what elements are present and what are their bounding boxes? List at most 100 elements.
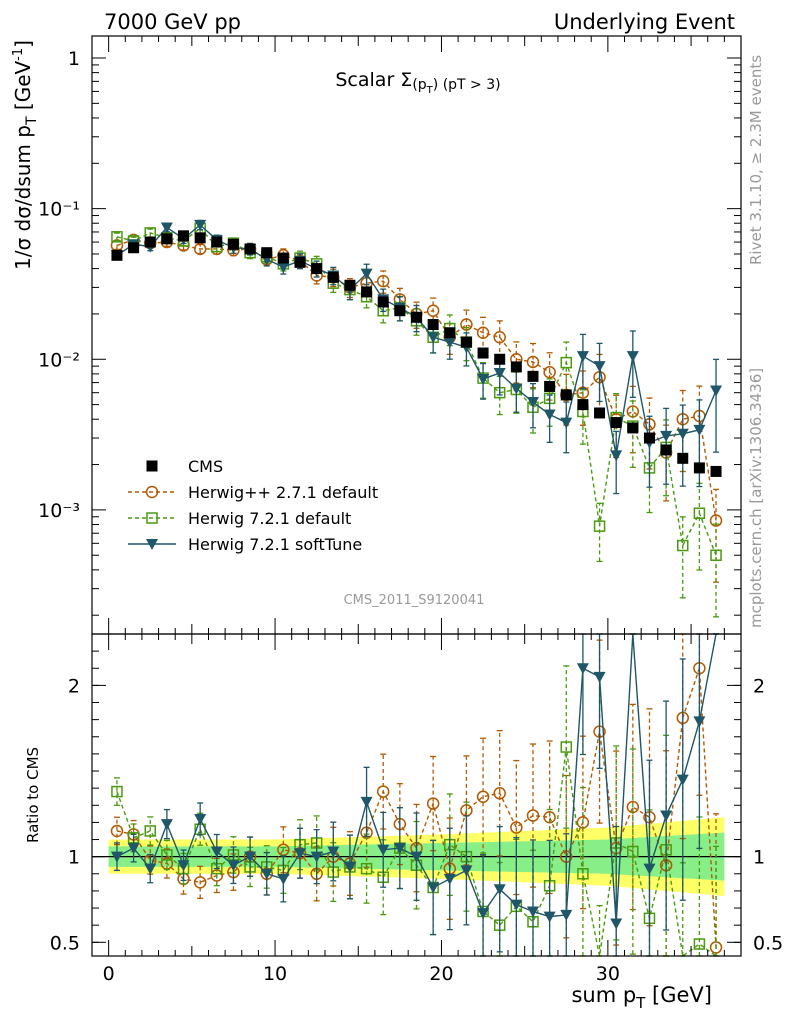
data-point [194,813,207,825]
data-point [627,845,639,858]
legend-marker [145,485,159,499]
series-line [116,223,717,456]
data-point [360,796,373,808]
ratio-tick-label: 1 [68,847,80,869]
x-tick-label: 10 [263,963,287,985]
data-point [443,873,456,885]
data-point [376,785,390,798]
ratio-series-layer [110,633,723,958]
ratio-tick-label-right: 0.5 [753,932,783,954]
data-point [577,399,589,411]
ratio-tick-label-right: 1 [753,847,765,869]
data-point [693,462,705,474]
data-point [593,361,606,373]
data-point [110,851,123,863]
data-point [477,908,490,920]
data-point [710,465,722,477]
data-point [610,918,623,930]
data-point [210,846,223,858]
data-point [593,671,606,683]
legend-label: CMS [188,457,223,476]
data-point [393,843,406,855]
data-point [161,233,173,245]
data-point [444,327,456,339]
y-tick-label: 10⁻³ [38,500,80,522]
data-point [576,663,589,675]
plot-title: Scalar Σ(pT) (pT > 3) [335,69,500,96]
data-point [193,242,207,256]
data-point [510,383,523,395]
data-point [227,238,239,250]
legend-marker [146,512,158,524]
legend-marker [146,460,158,472]
legend-label: Herwig++ 2.7.1 default [188,483,378,502]
data-point [443,337,456,349]
data-point [310,851,323,863]
main-series-layer [110,219,723,618]
x-axis-label: sum pT [GeV] [571,983,712,1012]
data-point [510,361,522,373]
series-0 [111,230,722,477]
y-tick-label: 10⁻² [38,349,80,371]
data-point [544,380,556,392]
data-point [477,373,490,385]
data-point [526,355,540,369]
data-point [677,539,689,552]
data-point [643,863,656,875]
data-point [709,514,723,527]
data-point [693,716,706,728]
ratio-y-axis: 0.5 0.5 1 1 2 2 [50,650,783,954]
data-point [493,884,506,896]
data-point [526,906,539,918]
data-point [244,851,257,863]
data-point [660,430,673,442]
ratio-tick-label: 0.5 [50,932,80,954]
data-point [593,520,606,532]
data-point [160,222,173,234]
data-point [493,331,506,344]
rivet-label: Rivet 3.1.10, ≥ 2.3M events [747,55,765,265]
legend-label: Herwig 7.2.1 default [188,509,351,528]
data-point [160,819,173,831]
x-tick-label: 20 [429,963,453,985]
data-point [194,219,207,231]
data-point [411,311,422,323]
data-point [627,422,639,434]
data-point [476,326,490,339]
data-point [377,296,389,308]
data-point [277,252,289,264]
data-point [460,865,473,877]
series-1 [110,233,723,583]
ratio-y-label: Ratio to CMS [24,747,42,843]
data-point [311,263,323,275]
data-point [427,319,439,331]
data-point [361,286,373,298]
data-point [576,351,589,363]
watermark: CMS_2011_S9120041 [344,593,485,608]
data-point [426,304,440,317]
data-point [111,785,123,798]
data-point [510,899,523,911]
data-point [643,432,655,444]
data-point [144,236,156,248]
data-point [377,844,390,856]
data-point [560,356,573,369]
data-point [111,231,123,243]
header-right: Underlying Event [554,10,735,34]
main-panel: 1 10⁻¹ 10⁻² 10⁻³ Scalar Σ(pT) (pT > 3) CMS_… [11,35,742,635]
data-point [493,787,506,800]
data-point [294,256,306,268]
data-point [394,305,406,317]
data-point [277,873,290,885]
data-point [510,821,523,834]
data-point [144,825,156,837]
data-point [427,332,440,344]
data-point [710,549,722,561]
data-point [660,810,673,822]
x-axis: 0 10 20 30 [103,36,725,985]
data-point [460,336,472,348]
y-tick-label: 1 [68,48,80,70]
ratio-panel: 0.5 0.5 1 1 2 2 0 10 20 30 Ratio to CMS sum pT [… [24,36,783,1012]
data-point [161,849,173,861]
data-point [410,851,423,863]
